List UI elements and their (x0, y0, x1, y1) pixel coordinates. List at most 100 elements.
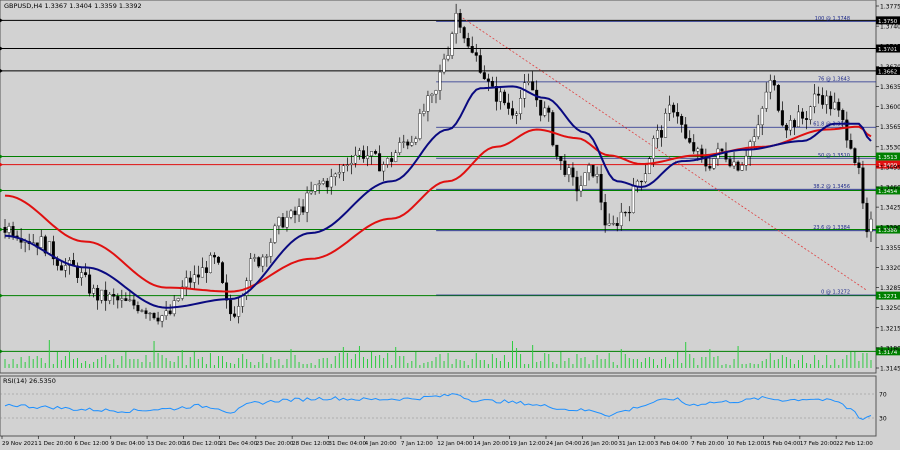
candle-body (680, 116, 684, 125)
x-tick-label: 16 Dec 12:00 (183, 441, 221, 447)
level-price-label: 1.3662 (878, 69, 897, 75)
candle-body (241, 295, 245, 307)
candle-body (849, 139, 853, 149)
candle-body (676, 112, 680, 117)
level-marker-icon (0, 188, 3, 193)
y-tick-label: 1.3215 (880, 325, 900, 332)
candle-body (756, 124, 760, 137)
candle-body (237, 306, 241, 317)
level-price-tag (876, 16, 900, 25)
fib-level-label: 0 @ 1.3272 (821, 290, 850, 296)
candle-body (696, 148, 700, 152)
y-tick-label: 1.3425 (880, 205, 900, 212)
candle-body (664, 112, 668, 138)
candle-body (825, 95, 829, 105)
candle-body (527, 81, 531, 84)
candle-body (132, 299, 136, 306)
candle-body (498, 91, 502, 102)
candle-body (603, 202, 607, 226)
candle-body (281, 217, 285, 228)
level-price-label: 1.3454 (878, 189, 898, 195)
x-tick-label: 4 Jan 20:00 (365, 441, 397, 447)
candle-body (92, 287, 96, 294)
candle-body (486, 78, 490, 82)
candle-body (124, 298, 128, 301)
candle-body (668, 104, 672, 114)
candle-body (519, 98, 523, 115)
candle-body (466, 37, 470, 47)
level-price-label: 1.3499 (878, 163, 898, 169)
candle-body (341, 165, 345, 173)
candle-body (317, 183, 321, 186)
candle-body (434, 90, 438, 95)
candle-body (100, 289, 104, 301)
candle-body (353, 154, 357, 164)
y-tick-label: 1.3145 (880, 366, 900, 373)
candle-body (80, 272, 84, 278)
candle-body (136, 305, 140, 312)
candle-body (845, 119, 849, 141)
candle-body (700, 148, 704, 158)
candle-body (156, 317, 160, 322)
candle-body (329, 176, 333, 188)
candle-body (168, 310, 172, 315)
x-tick-label: 31 Dec 04:00 (328, 441, 366, 447)
candle-body (631, 186, 635, 213)
candle-body (829, 95, 833, 110)
candle-body (410, 142, 414, 146)
candle-body (120, 298, 124, 301)
candle-body (204, 267, 208, 273)
candle-body (728, 159, 732, 167)
candle-body (208, 254, 212, 273)
y-tick-label: 1.3180 (880, 345, 900, 352)
fib-level-label: 50 @ 1.3510 (818, 153, 850, 159)
candle-body (390, 158, 394, 162)
candle-body (720, 148, 724, 152)
candle-body (357, 150, 361, 156)
candle-body (273, 225, 277, 243)
candle-body (837, 101, 841, 111)
fib-level-label: 76 @ 1.3643 (818, 76, 850, 82)
x-tick-label: 23 Dec 20:00 (256, 441, 294, 447)
candle-body (688, 138, 692, 143)
y-tick-label: 1.3600 (880, 104, 900, 111)
candle-body (374, 151, 378, 154)
candle-body (43, 236, 47, 254)
y-tick-label: 1.3460 (880, 185, 900, 192)
candle-body (780, 110, 784, 126)
candle-body (321, 180, 325, 184)
y-tick-label: 1.3740 (880, 24, 900, 31)
y-tick-label: 1.3390 (880, 225, 900, 232)
candle-body (784, 124, 788, 131)
candle-body (361, 150, 365, 159)
x-tick-label: 28 Dec 12:00 (292, 441, 330, 447)
x-tick-label: 22 Feb 12:00 (836, 441, 873, 447)
x-tick-label: 7 Jan 12:00 (401, 441, 433, 447)
candle-body (212, 254, 216, 258)
candle-body (490, 81, 494, 87)
candle-body (740, 165, 744, 171)
x-tick-label: 19 Jan 12:00 (510, 441, 546, 447)
candle-body (152, 312, 156, 319)
candle-body (684, 124, 688, 139)
candle-body (752, 136, 756, 142)
candle-body (474, 52, 478, 56)
candle-body (422, 111, 426, 114)
candle-body (805, 118, 809, 120)
candle-body (382, 164, 386, 172)
candle-body (511, 108, 515, 116)
y-tick-label: 1.3495 (880, 164, 900, 171)
candle-body (108, 294, 112, 301)
candle-body (216, 256, 220, 263)
candle-body (595, 174, 599, 177)
candle-body (559, 156, 563, 162)
x-tick-label: 10 Feb 12:00 (727, 441, 764, 447)
candle-body (164, 310, 168, 316)
candle-body (764, 91, 768, 109)
candle-body (615, 223, 619, 226)
candle-body (611, 223, 615, 225)
x-tick-label: 29 Nov 2021 (2, 441, 38, 447)
candle-body (277, 217, 281, 227)
candle-body (140, 310, 144, 312)
candle-body (869, 218, 873, 233)
